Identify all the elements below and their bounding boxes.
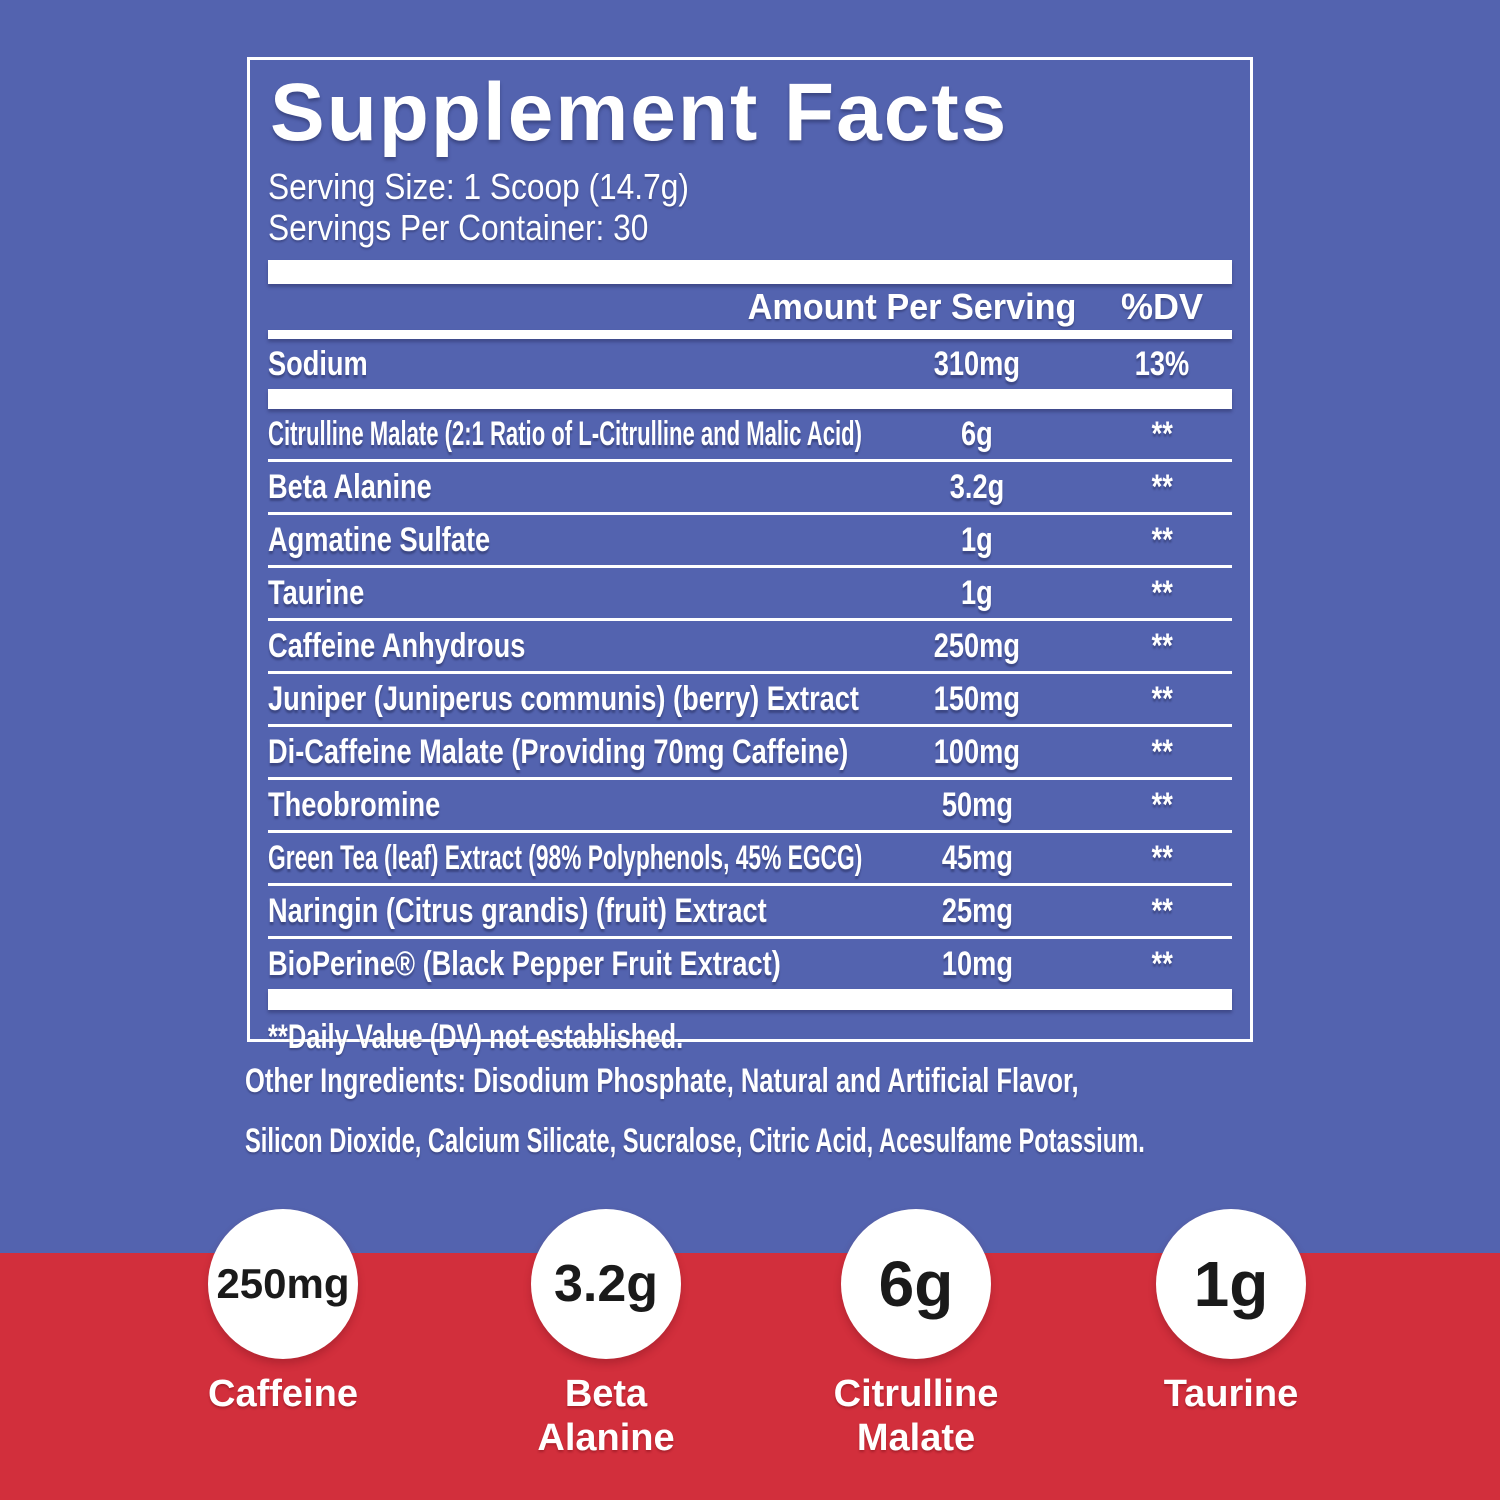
row-dv: ** [1151, 838, 1173, 877]
separator-bar-thick [268, 260, 1232, 285]
row-dv: ** [1151, 679, 1173, 718]
table-row: Caffeine Anhydrous 250mg ** [268, 621, 1232, 675]
table-row: Theobromine 50mg ** [268, 780, 1232, 834]
ingredient-table: Citrulline Malate (2:1 Ratio of L-Citrul… [268, 409, 1232, 989]
row-amount: 100mg [933, 732, 1021, 771]
table-row: Beta Alanine 3.2g ** [268, 462, 1232, 516]
row-dv: ** [1151, 944, 1173, 983]
row-amount: 1g [961, 573, 993, 612]
stat-circle: 250mg [208, 1209, 358, 1359]
row-dv: ** [1151, 573, 1173, 612]
stat-circle: 1g [1156, 1209, 1306, 1359]
table-row: Juniper (Juniperus communis) (berry) Ext… [268, 674, 1232, 728]
row-name: Agmatine Sulfate [268, 520, 491, 559]
other-ingredients: Other Ingredients: Disodium Phosphate, N… [245, 1062, 1145, 1182]
supplement-facts-panel: Supplement Facts Serving Size: 1 Scoop (… [247, 57, 1253, 1056]
stat-label: Citrulline Malate [833, 1373, 999, 1459]
sodium-row: Sodium 310mg 13% [268, 339, 1232, 389]
header-amount-label: Amount Per Serving [747, 286, 1077, 328]
stat-value: 250mg [216, 1260, 350, 1307]
row-dv: ** [1151, 785, 1173, 824]
stat-card-beta-alanine: 3.2g Beta Alanine [496, 1209, 716, 1460]
row-name: Di-Caffeine Malate (Providing 70mg Caffe… [268, 732, 849, 771]
row-dv: ** [1151, 732, 1173, 771]
table-row: Green Tea (leaf) Extract (98% Polyphenol… [268, 833, 1232, 887]
table-row: Taurine 1g ** [268, 568, 1232, 622]
row-amount: 1g [961, 520, 993, 559]
row-dv: ** [1151, 467, 1173, 506]
table-row: Citrulline Malate (2:1 Ratio of L-Citrul… [268, 409, 1232, 463]
stat-value: 3.2g [553, 1255, 659, 1313]
row-name: Sodium [268, 344, 368, 383]
row-amount: 3.2g [949, 467, 1005, 506]
stat-card-caffeine: 250mg Caffeine [173, 1209, 393, 1417]
row-dv: 13% [1134, 344, 1190, 383]
other-ingredients-line: Silicon Dioxide, Calcium Silicate, Sucra… [245, 1122, 1145, 1160]
table-header-row: Amount Per Serving %DV [268, 284, 1232, 330]
separator-bar-thick [268, 989, 1232, 1011]
table-row: Agmatine Sulfate 1g ** [268, 515, 1232, 569]
row-dv: ** [1151, 520, 1173, 559]
table-row: Naringin (Citrus grandis) (fruit) Extrac… [268, 886, 1232, 940]
header-dv-label: %DV [1120, 286, 1204, 328]
row-amount: 250mg [933, 626, 1021, 665]
row-name: Citrulline Malate (2:1 Ratio of L-Citrul… [268, 414, 862, 453]
row-name: Caffeine Anhydrous [268, 626, 526, 665]
serving-size-line: Serving Size: 1 Scoop (14.7g) [268, 166, 689, 207]
row-amount: 6g [961, 414, 993, 453]
separator-bar-medium [268, 330, 1232, 340]
row-name: Naringin (Citrus grandis) (fruit) Extrac… [268, 891, 767, 930]
stat-card-taurine: 1g Taurine [1121, 1209, 1341, 1417]
row-amount: 50mg [941, 785, 1013, 824]
stat-label: Taurine [1163, 1373, 1299, 1415]
table-row: Di-Caffeine Malate (Providing 70mg Caffe… [268, 727, 1232, 781]
row-dv: ** [1151, 891, 1173, 930]
table-row: BioPerine® (Black Pepper Fruit Extract) … [268, 939, 1232, 989]
stat-label: Caffeine [208, 1373, 358, 1415]
row-amount: 150mg [933, 679, 1021, 718]
row-name: Theobromine [268, 785, 441, 824]
stat-value: 6g [878, 1248, 954, 1320]
row-name: Taurine [268, 573, 365, 612]
row-dv: ** [1151, 626, 1173, 665]
row-amount: 25mg [941, 891, 1013, 930]
daily-value-footnote: **Daily Value (DV) not established. [268, 1018, 684, 1057]
stat-label: Beta Alanine [537, 1373, 675, 1459]
separator-bar-thick [268, 389, 1232, 410]
stat-circle: 3.2g [531, 1209, 681, 1359]
other-ingredients-line: Other Ingredients: Disodium Phosphate, N… [245, 1062, 1079, 1100]
row-amount: 45mg [941, 838, 1013, 877]
row-amount: 10mg [941, 944, 1013, 983]
row-name: Juniper (Juniperus communis) (berry) Ext… [268, 679, 859, 718]
row-name: Beta Alanine [268, 467, 432, 506]
row-name: Green Tea (leaf) Extract (98% Polyphenol… [268, 838, 863, 877]
stat-card-citrulline-malate: 6g Citrulline Malate [806, 1209, 1026, 1460]
stat-value: 1g [1193, 1248, 1269, 1320]
row-dv: ** [1151, 414, 1173, 453]
row-name: BioPerine® (Black Pepper Fruit Extract) [268, 944, 781, 983]
servings-per-container-line: Servings Per Container: 30 [268, 207, 649, 249]
row-amount: 310mg [933, 344, 1021, 383]
panel-title: Supplement Facts [270, 67, 1009, 158]
stat-circle: 6g [841, 1209, 991, 1359]
